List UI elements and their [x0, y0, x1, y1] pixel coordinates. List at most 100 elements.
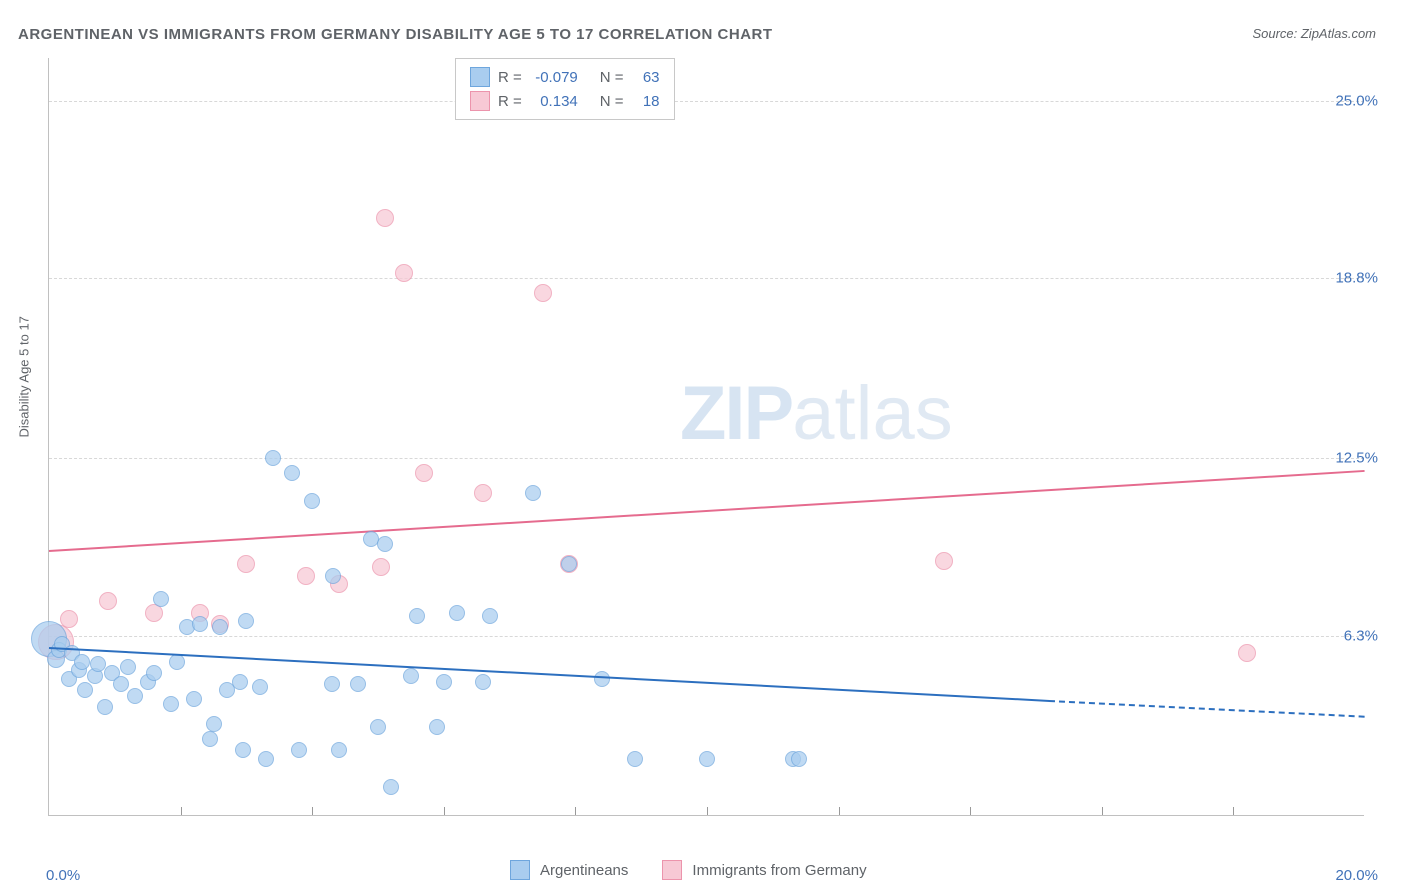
data-point	[113, 676, 129, 692]
data-point	[212, 619, 228, 635]
data-point	[449, 605, 465, 621]
data-point	[237, 555, 255, 573]
data-point	[594, 671, 610, 687]
data-point	[395, 264, 413, 282]
data-point	[127, 688, 143, 704]
legend-item-1: Argentineans	[510, 860, 628, 880]
y-tick-label: 6.3%	[1344, 627, 1378, 644]
data-point	[153, 591, 169, 607]
stat-r-value-2: 0.134	[530, 93, 578, 110]
data-point	[415, 464, 433, 482]
data-point	[258, 751, 274, 767]
data-point	[291, 742, 307, 758]
x-tick	[970, 807, 971, 815]
data-point	[561, 556, 577, 572]
chart-title: ARGENTINEAN VS IMMIGRANTS FROM GERMANY D…	[18, 26, 773, 43]
grid-line	[49, 101, 1364, 102]
data-point	[284, 465, 300, 481]
y-tick-label: 12.5%	[1335, 450, 1378, 467]
swatch-s2	[662, 860, 682, 880]
data-point	[475, 674, 491, 690]
swatch-s1	[510, 860, 530, 880]
source-attribution: Source: ZipAtlas.com	[1252, 26, 1376, 41]
x-tick	[312, 807, 313, 815]
data-point	[206, 716, 222, 732]
data-point	[791, 751, 807, 767]
stat-r-value-1: -0.079	[530, 69, 578, 86]
data-point	[232, 674, 248, 690]
data-point	[370, 719, 386, 735]
grid-line	[49, 458, 1364, 459]
data-point	[474, 484, 492, 502]
data-point	[265, 450, 281, 466]
plot-area	[48, 58, 1364, 816]
data-point	[409, 608, 425, 624]
data-point	[350, 676, 366, 692]
data-point	[120, 659, 136, 675]
stat-n-label: N =	[600, 69, 624, 86]
data-point	[74, 654, 90, 670]
x-tick	[707, 807, 708, 815]
x-max-label: 20.0%	[1335, 867, 1378, 884]
series-name-1: Argentineans	[540, 862, 628, 879]
data-point	[238, 613, 254, 629]
data-point	[97, 699, 113, 715]
stat-n-label: N =	[600, 93, 624, 110]
data-point	[99, 592, 117, 610]
data-point	[627, 751, 643, 767]
data-point	[202, 731, 218, 747]
swatch-s2	[470, 91, 490, 111]
x-tick	[444, 807, 445, 815]
data-point	[304, 493, 320, 509]
data-point	[429, 719, 445, 735]
data-point	[525, 485, 541, 501]
grid-line	[49, 636, 1364, 637]
stat-n-value-2: 18	[632, 93, 660, 110]
correlation-legend: R = -0.079 N = 63 R = 0.134 N = 18	[455, 58, 675, 120]
data-point	[77, 682, 93, 698]
data-point	[325, 568, 341, 584]
legend-item-2: Immigrants from Germany	[662, 860, 866, 880]
legend-row-1: R = -0.079 N = 63	[470, 65, 660, 89]
x-min-label: 0.0%	[46, 867, 80, 884]
data-point	[1238, 644, 1256, 662]
y-tick-label: 18.8%	[1335, 270, 1378, 287]
data-point	[192, 616, 208, 632]
data-point	[699, 751, 715, 767]
y-tick-label: 25.0%	[1335, 92, 1378, 109]
data-point	[403, 668, 419, 684]
data-point	[146, 665, 162, 681]
y-axis-label: Disability Age 5 to 17	[17, 316, 32, 437]
series-legend: Argentineans Immigrants from Germany	[510, 860, 867, 880]
data-point	[372, 558, 390, 576]
swatch-s1	[470, 67, 490, 87]
data-point	[235, 742, 251, 758]
trend-line	[49, 470, 1365, 552]
data-point	[324, 676, 340, 692]
stat-r-label: R =	[498, 69, 522, 86]
x-tick	[575, 807, 576, 815]
data-point	[376, 209, 394, 227]
trend-line-dash	[1049, 700, 1365, 718]
data-point	[377, 536, 393, 552]
data-point	[186, 691, 202, 707]
data-point	[383, 779, 399, 795]
data-point	[297, 567, 315, 585]
data-point	[935, 552, 953, 570]
data-point	[482, 608, 498, 624]
legend-row-2: R = 0.134 N = 18	[470, 89, 660, 113]
stat-r-label: R =	[498, 93, 522, 110]
x-tick	[1102, 807, 1103, 815]
data-point	[436, 674, 452, 690]
data-point	[60, 610, 78, 628]
x-tick	[839, 807, 840, 815]
data-point	[331, 742, 347, 758]
data-point	[534, 284, 552, 302]
x-tick	[1233, 807, 1234, 815]
data-point	[163, 696, 179, 712]
stat-n-value-1: 63	[632, 69, 660, 86]
grid-line	[49, 278, 1364, 279]
series-name-2: Immigrants from Germany	[692, 862, 866, 879]
x-tick	[181, 807, 182, 815]
data-point	[252, 679, 268, 695]
